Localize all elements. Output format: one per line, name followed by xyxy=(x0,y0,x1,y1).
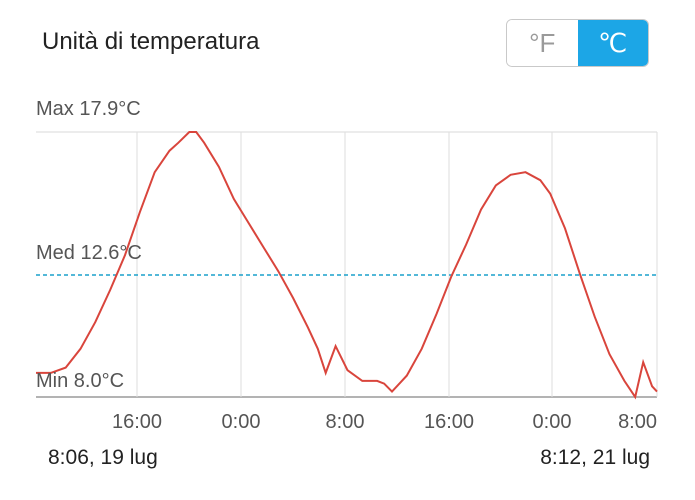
x-tick-label: 8:00 xyxy=(618,411,657,430)
x-tick-label: 16:00 xyxy=(112,411,162,430)
x-tick-label: 8:00 xyxy=(326,411,365,430)
temperature-series-line xyxy=(36,131,658,400)
end-date-label: 8:12, 21 lug xyxy=(540,446,650,469)
x-tick-label: 16:00 xyxy=(424,411,474,430)
x-tick-label: 0:00 xyxy=(533,411,572,430)
max-label: Max 17.9°C xyxy=(36,98,141,120)
page-title: Unità di temperatura xyxy=(42,28,260,55)
fahrenheit-option[interactable]: °F xyxy=(507,20,578,66)
temperature-chart: Max 17.9°C Med 12.6°C Min 8.0°C 16:00 0:0… xyxy=(36,98,658,430)
celsius-option[interactable]: ℃ xyxy=(577,20,648,66)
x-tick-label: 0:00 xyxy=(222,411,261,430)
min-label: Min 8.0°C xyxy=(36,370,124,392)
start-date-label: 8:06, 19 lug xyxy=(48,446,158,469)
avg-label: Med 12.6°C xyxy=(36,242,142,264)
temperature-unit-toggle[interactable]: °F ℃ xyxy=(506,19,649,67)
chart-grid xyxy=(36,131,658,398)
x-axis-ticks: 16:00 0:00 8:00 16:00 0:00 8:00 xyxy=(112,411,657,430)
